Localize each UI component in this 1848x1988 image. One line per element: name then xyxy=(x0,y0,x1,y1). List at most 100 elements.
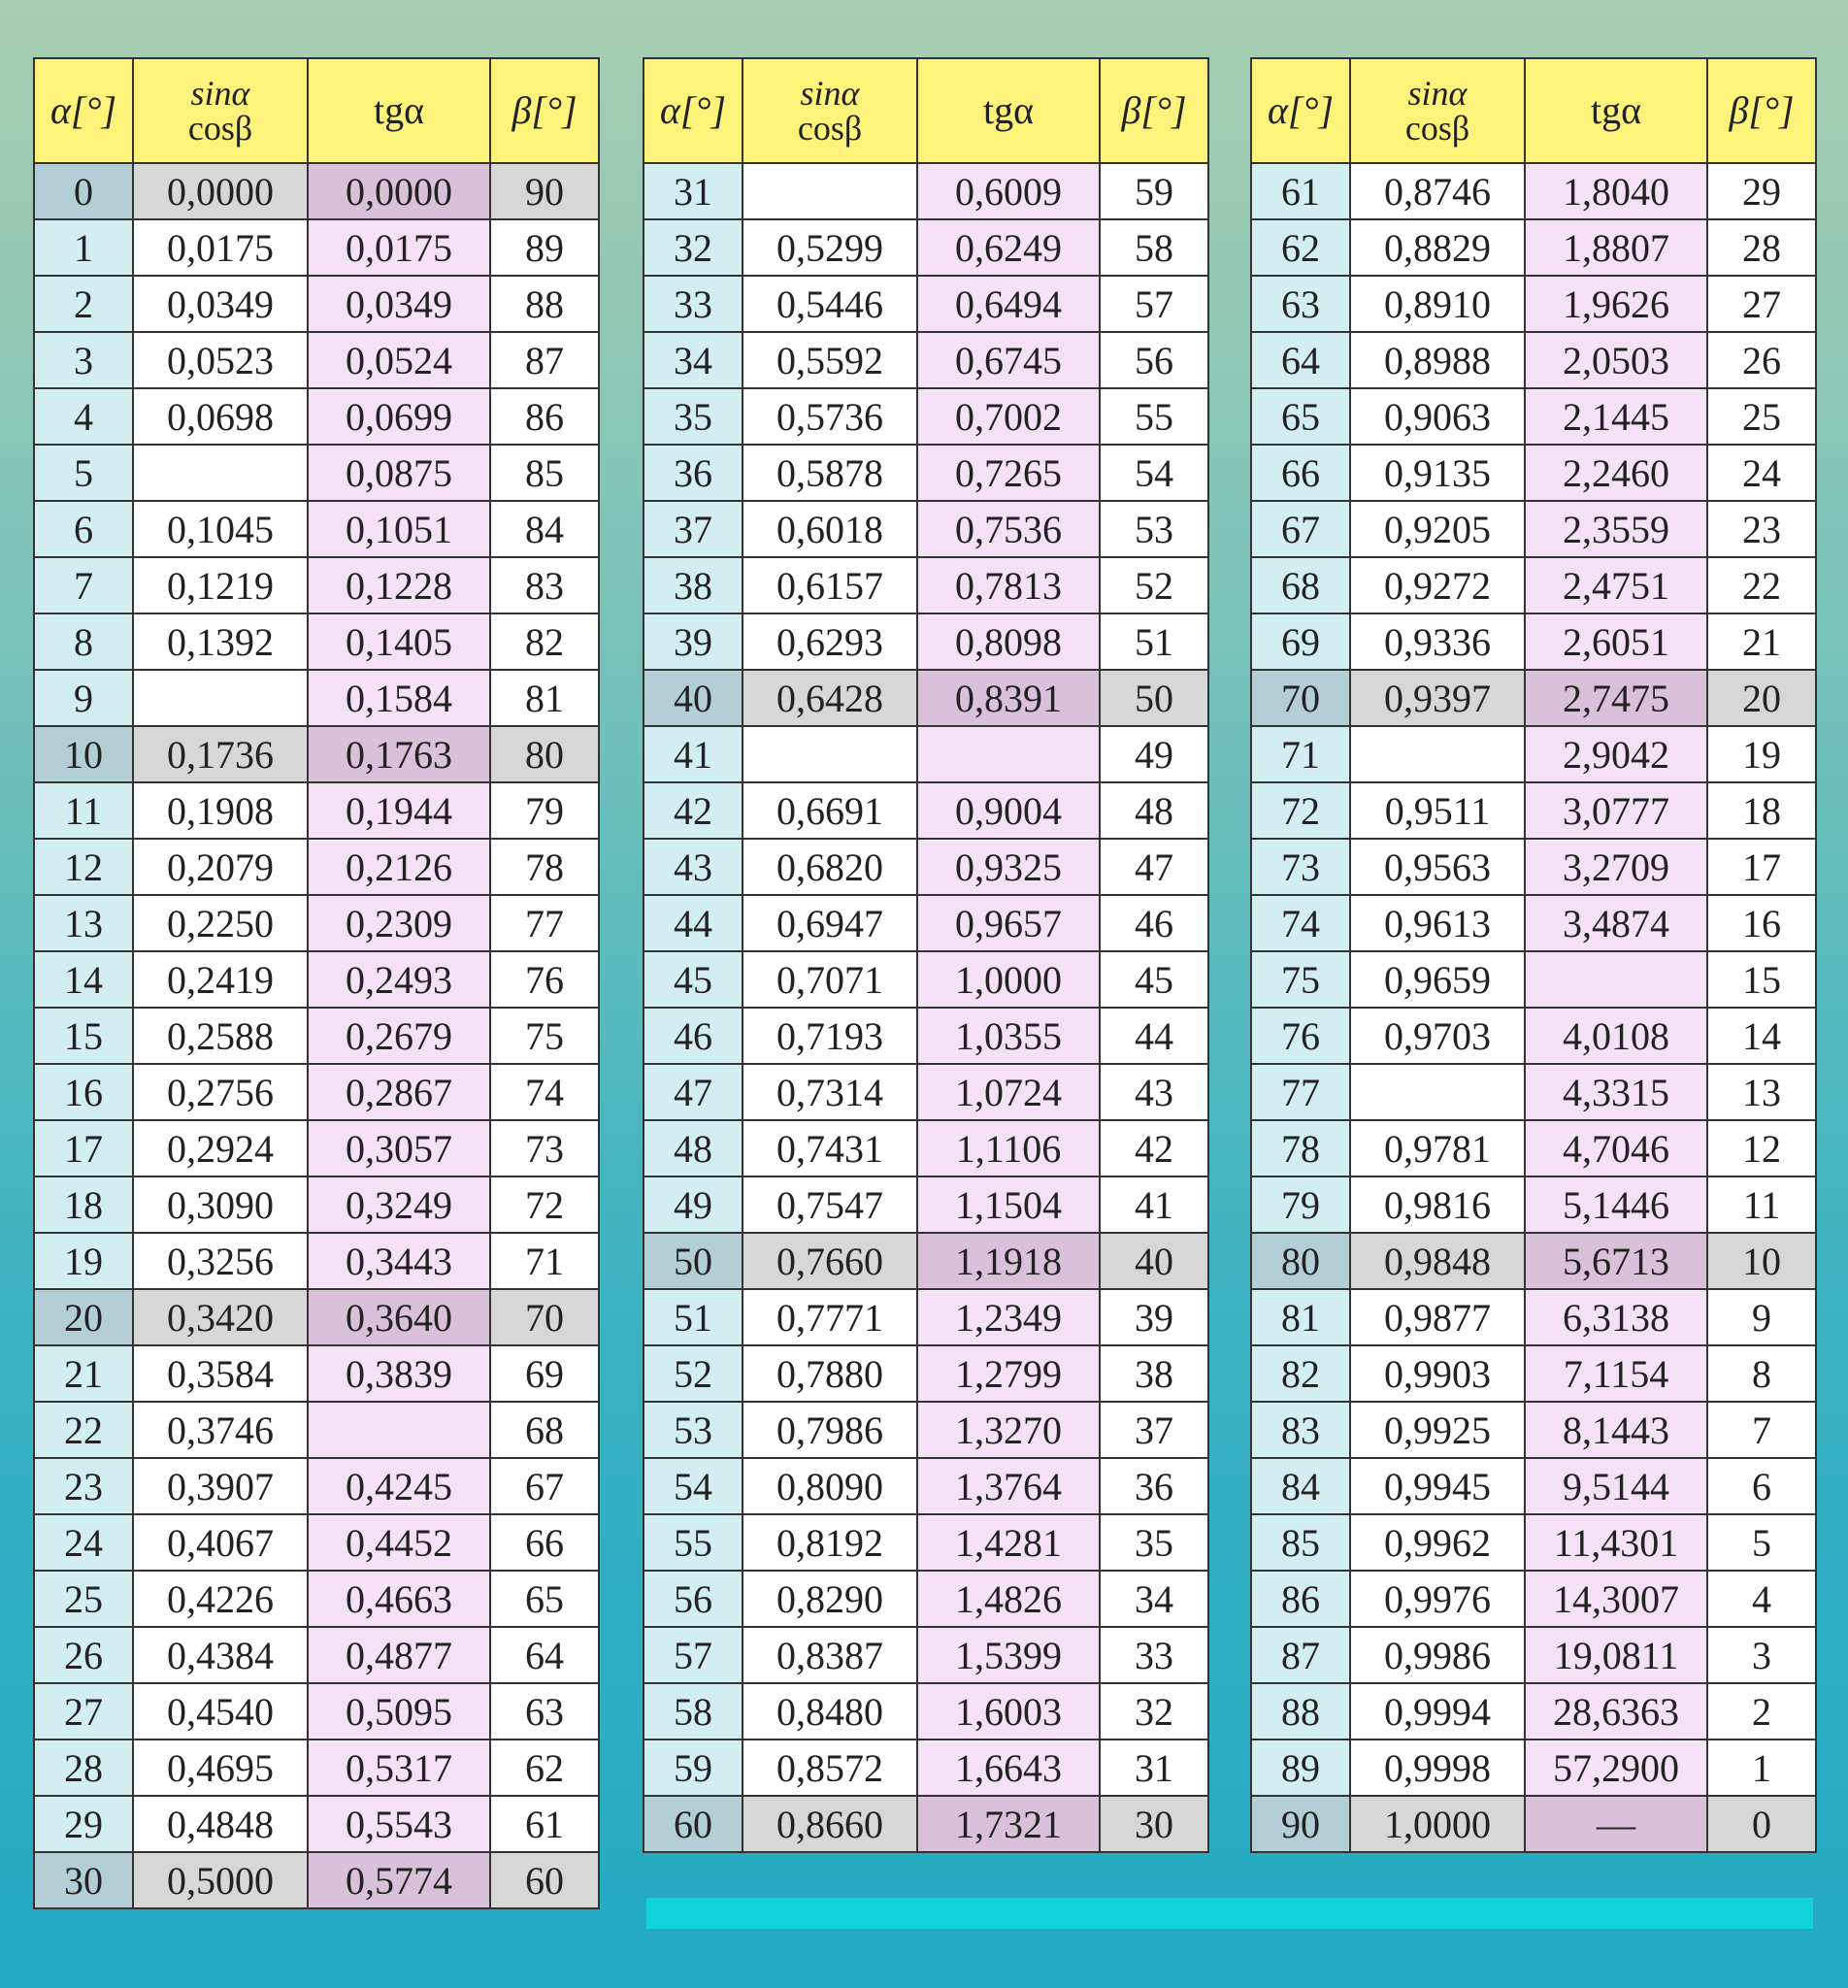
table-row: 22 0,3746 68 xyxy=(33,1401,600,1459)
alpha-cell: 85 xyxy=(1250,1513,1351,1572)
table-row: 71 2,9042 19 xyxy=(1250,725,1817,783)
table-row: 13 0,2250 0,2309 77 xyxy=(33,894,600,952)
beta-cell: 20 xyxy=(1706,669,1817,727)
beta-cell: 34 xyxy=(1099,1570,1209,1628)
tg-cell: 2,6051 xyxy=(1524,613,1708,671)
alpha-cell: 44 xyxy=(643,894,743,952)
alpha-cell: 88 xyxy=(1250,1682,1351,1740)
beta-cell: 75 xyxy=(489,1007,600,1065)
header-sin: sinα xyxy=(190,74,250,113)
beta-cell: 88 xyxy=(489,275,600,333)
beta-cell: 25 xyxy=(1706,387,1817,446)
table-row: 61 0,8746 1,8040 29 xyxy=(1250,162,1817,220)
tg-cell: 0,2309 xyxy=(307,894,491,952)
sin-cell: 0,1392 xyxy=(132,613,309,671)
tg-cell: 1,6003 xyxy=(916,1682,1101,1740)
table-row: 65 0,9063 2,1445 25 xyxy=(1250,387,1817,446)
sin-cell: 0,7431 xyxy=(742,1119,918,1177)
beta-cell: 32 xyxy=(1099,1682,1209,1740)
header-row: α[°] sinα cosβ tgα β[°] xyxy=(643,57,1209,164)
header-row: α[°] sinα cosβ tgα β[°] xyxy=(1250,57,1817,164)
sin-cell: 0,0523 xyxy=(132,331,309,389)
sin-cell: 0,2924 xyxy=(132,1119,309,1177)
alpha-cell: 30 xyxy=(33,1851,134,1909)
tg-cell: 0,9004 xyxy=(916,781,1101,840)
alpha-cell: 8 xyxy=(33,613,134,671)
tg-cell: 4,0108 xyxy=(1524,1007,1708,1065)
tg-cell: 2,9042 xyxy=(1524,725,1708,783)
beta-cell: 76 xyxy=(489,950,600,1009)
sin-cell: 0,7986 xyxy=(742,1401,918,1459)
table-row: 41 49 xyxy=(643,725,1209,783)
alpha-cell: 14 xyxy=(33,950,134,1009)
tg-cell: 0,5774 xyxy=(307,1851,491,1909)
tg-cell xyxy=(1524,950,1708,1009)
tg-cell: 0,9657 xyxy=(916,894,1101,952)
table-row: 38 0,6157 0,7813 52 xyxy=(643,556,1209,614)
table-row: 2 0,0349 0,0349 88 xyxy=(33,275,600,333)
table-row: 75 0,9659 15 xyxy=(1250,950,1817,1009)
beta-cell: 65 xyxy=(489,1570,600,1628)
beta-cell: 14 xyxy=(1706,1007,1817,1065)
sin-cell: 0,2079 xyxy=(132,838,309,896)
header-text: β[°] xyxy=(1729,88,1795,132)
alpha-cell: 49 xyxy=(643,1176,743,1234)
tg-cell: 0,3443 xyxy=(307,1232,491,1290)
beta-cell: 37 xyxy=(1099,1401,1209,1459)
beta-cell: 39 xyxy=(1099,1288,1209,1346)
sin-cell: 0,7071 xyxy=(742,950,918,1009)
table-row: 72 0,9511 3,0777 18 xyxy=(1250,781,1817,840)
alpha-cell: 5 xyxy=(33,444,134,502)
beta-cell: 21 xyxy=(1706,613,1817,671)
sin-cell: 0,7314 xyxy=(742,1063,918,1121)
sin-cell: 0,9994 xyxy=(1349,1682,1526,1740)
alpha-cell: 55 xyxy=(643,1513,743,1572)
beta-cell: 27 xyxy=(1706,275,1817,333)
alpha-cell: 64 xyxy=(1250,331,1351,389)
table-row: 9 0,1584 81 xyxy=(33,669,600,727)
tg-cell: 0,1763 xyxy=(307,725,491,783)
header-text: α[°] xyxy=(50,88,117,132)
sin-cell: 0,0349 xyxy=(132,275,309,333)
sin-cell: 0,5878 xyxy=(742,444,918,502)
table-row: 63 0,8910 1,9626 27 xyxy=(1250,275,1817,333)
alpha-cell: 66 xyxy=(1250,444,1351,502)
trig-table: α[°] sinα cosβ tgα β[°] 61 0,8746 1,8040 29 62 0,8… xyxy=(1250,57,1817,1853)
alpha-cell: 63 xyxy=(1250,275,1351,333)
beta-cell: 53 xyxy=(1099,500,1209,558)
alpha-cell: 67 xyxy=(1250,500,1351,558)
beta-cell: 80 xyxy=(489,725,600,783)
alpha-cell: 53 xyxy=(643,1401,743,1459)
sin-cell: 0,5299 xyxy=(742,218,918,277)
table-row: 86 0,9976 14,3007 4 xyxy=(1250,1570,1817,1628)
header-tg: tgα xyxy=(916,57,1101,164)
alpha-cell: 40 xyxy=(643,669,743,727)
header-sin: sinα xyxy=(1407,74,1468,113)
table-row: 25 0,4226 0,4663 65 xyxy=(33,1570,600,1628)
sin-cell: 0,9945 xyxy=(1349,1457,1526,1515)
sin-cell: 0,8829 xyxy=(1349,218,1526,277)
alpha-cell: 45 xyxy=(643,950,743,1009)
alpha-cell: 21 xyxy=(33,1344,134,1403)
table-row: 12 0,2079 0,2126 78 xyxy=(33,838,600,896)
table-row: 17 0,2924 0,3057 73 xyxy=(33,1119,600,1177)
alpha-cell: 23 xyxy=(33,1457,134,1515)
alpha-cell: 27 xyxy=(33,1682,134,1740)
tg-cell: 0,7813 xyxy=(916,556,1101,614)
alpha-cell: 24 xyxy=(33,1513,134,1572)
table-row: 87 0,9986 19,0811 3 xyxy=(1250,1626,1817,1684)
sin-cell: 0,6947 xyxy=(742,894,918,952)
beta-cell: 59 xyxy=(1099,162,1209,220)
sin-cell: 0,0698 xyxy=(132,387,309,446)
alpha-cell: 90 xyxy=(1250,1795,1351,1853)
beta-cell: 24 xyxy=(1706,444,1817,502)
sin-cell: 0,7547 xyxy=(742,1176,918,1234)
beta-cell: 51 xyxy=(1099,613,1209,671)
alpha-cell: 3 xyxy=(33,331,134,389)
alpha-cell: 4 xyxy=(33,387,134,446)
tg-cell: 1,2349 xyxy=(916,1288,1101,1346)
alpha-cell: 84 xyxy=(1250,1457,1351,1515)
tg-cell: 4,7046 xyxy=(1524,1119,1708,1177)
sin-cell: 0,2419 xyxy=(132,950,309,1009)
alpha-cell: 16 xyxy=(33,1063,134,1121)
